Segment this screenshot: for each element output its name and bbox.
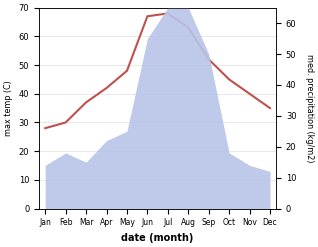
X-axis label: date (month): date (month) [121, 233, 194, 243]
Y-axis label: max temp (C): max temp (C) [4, 80, 13, 136]
Y-axis label: med. precipitation (kg/m2): med. precipitation (kg/m2) [305, 54, 314, 162]
